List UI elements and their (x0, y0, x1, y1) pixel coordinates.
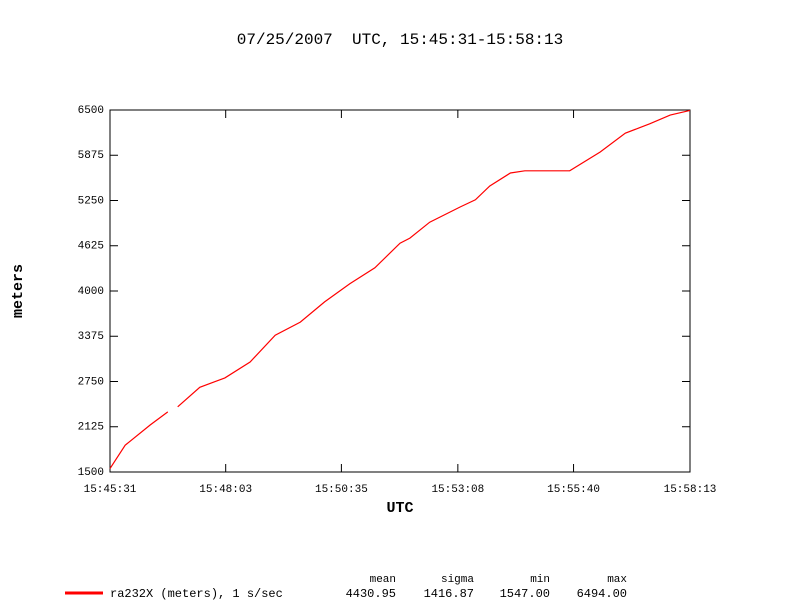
stats-value: 4430.95 (346, 587, 396, 601)
x-tick-label: 15:55:40 (547, 484, 600, 496)
x-tick-label: 15:45:31 (84, 484, 137, 496)
legend-label: ra232X (meters), 1 s/sec (110, 587, 283, 601)
y-tick-label: 4625 (78, 241, 104, 253)
x-tick-label: 15:58:13 (664, 484, 717, 496)
x-tick-label: 15:50:35 (315, 484, 368, 496)
stats-value: 1547.00 (500, 587, 550, 601)
stats-header: sigma (441, 574, 474, 586)
stats-header: min (530, 574, 550, 586)
chart-title: 07/25/2007 UTC, 15:45:31-15:58:13 (237, 31, 563, 49)
y-tick-label: 4000 (78, 286, 104, 298)
y-tick-label: 5875 (78, 150, 104, 162)
y-tick-label: 2125 (78, 422, 104, 434)
stats-value: 6494.00 (577, 587, 627, 601)
x-axis-label: UTC (386, 500, 413, 517)
y-tick-label: 5250 (78, 195, 104, 207)
stats-value: 1416.87 (424, 587, 474, 601)
y-tick-label: 2750 (78, 376, 104, 388)
data-line (109, 109, 691, 469)
x-tick-label: 15:48:03 (199, 484, 252, 496)
y-tick-label: 1500 (78, 467, 104, 479)
x-tick-label: 15:53:08 (431, 484, 484, 496)
stats-header: mean (370, 574, 396, 586)
stats-header: max (607, 574, 627, 586)
y-tick-label: 3375 (78, 331, 104, 343)
y-axis-label: meters (10, 264, 27, 318)
y-tick-label: 6500 (78, 105, 104, 117)
